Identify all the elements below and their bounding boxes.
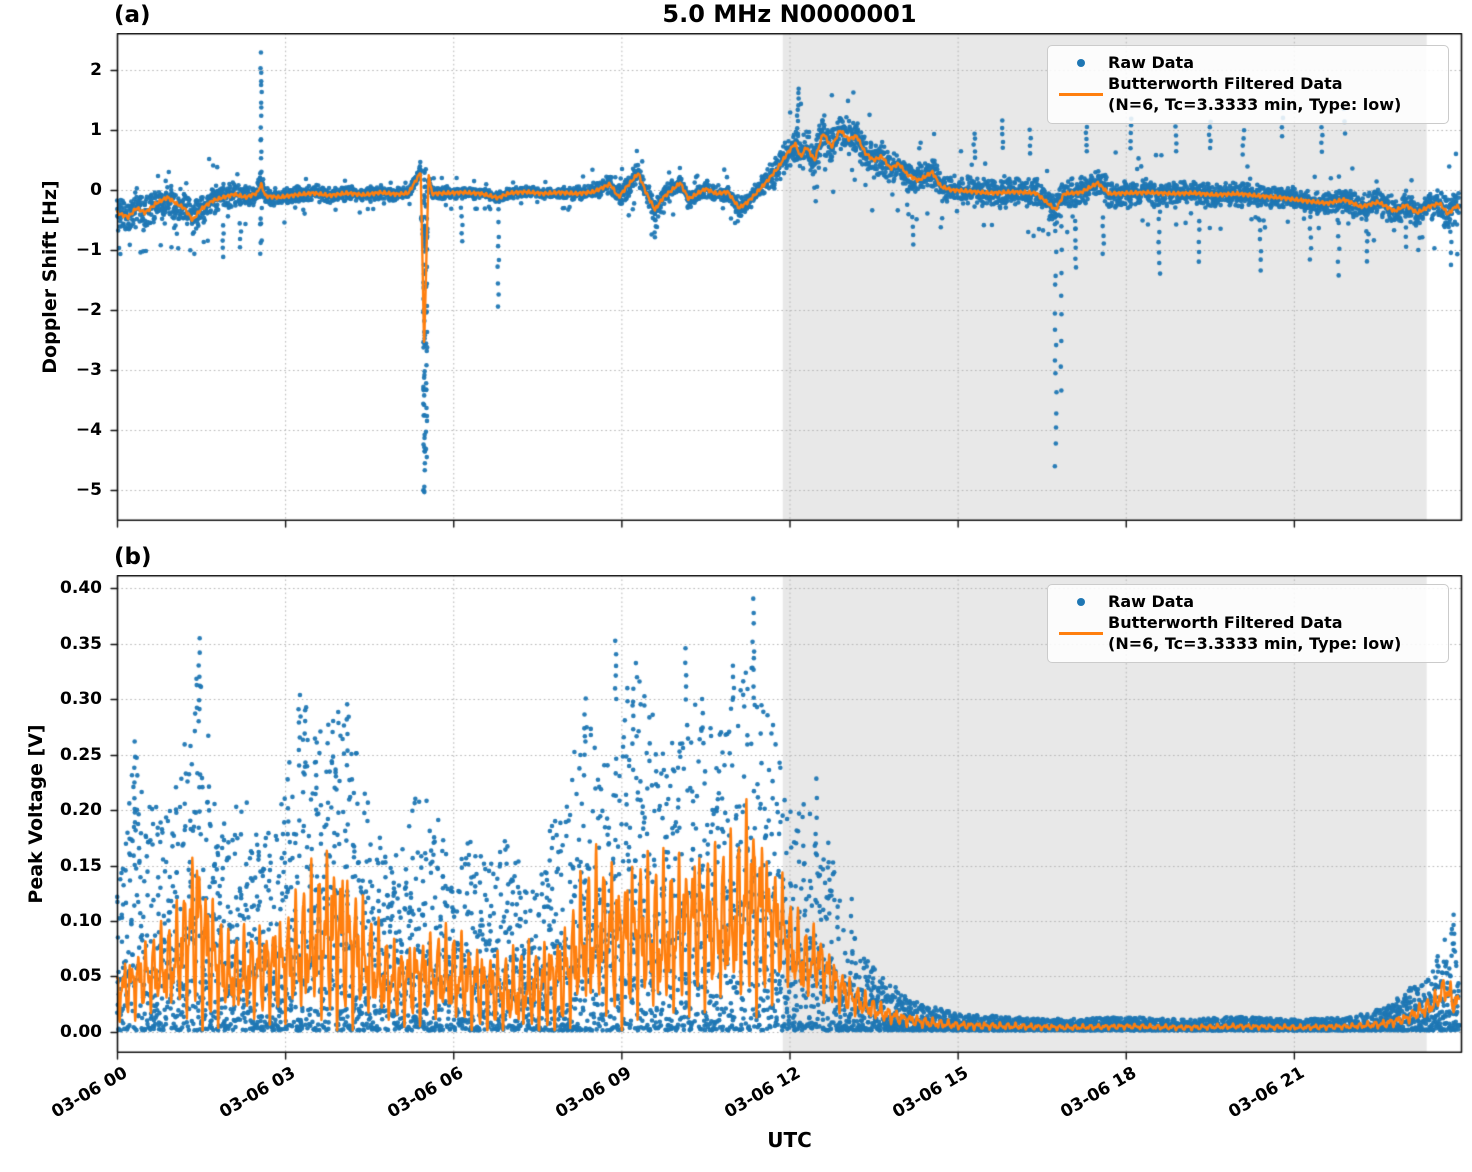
legend-row-filtered: Butterworth Filtered Data (N=6, Tc=3.333… xyxy=(1054,612,1438,654)
y-tick-label: −1 xyxy=(75,240,102,261)
filtered-line-marker-icon xyxy=(1054,92,1108,96)
x-tick-label: 03-06 12 xyxy=(720,1063,804,1123)
x-tick-label: 03-06 18 xyxy=(1057,1063,1140,1123)
y-tick-label: 0.20 xyxy=(60,800,102,821)
legend-a: Raw Data Butterworth Filtered Data (N=6,… xyxy=(1047,45,1449,125)
legend-raw-label: Raw Data xyxy=(1108,53,1194,72)
x-tick-label: 03-06 15 xyxy=(888,1063,972,1123)
y-tick-label: 0.15 xyxy=(60,855,102,876)
y-tick-label: 1 xyxy=(90,120,102,141)
panel-label-b: (b) xyxy=(114,544,152,570)
legend-row-filtered: Butterworth Filtered Data (N=6, Tc=3.333… xyxy=(1054,73,1438,115)
legend-row-raw: Raw Data xyxy=(1054,52,1438,73)
y-tick-label: 2 xyxy=(90,60,102,81)
legend-row-raw: Raw Data xyxy=(1054,591,1438,612)
y-tick-label: 0.10 xyxy=(60,911,102,932)
x-tick-label: 03-06 03 xyxy=(216,1063,300,1123)
y-tick-label: 0 xyxy=(90,180,102,201)
figure-title: 5.0 MHz N0000001 xyxy=(662,0,917,28)
y-tick-label: −3 xyxy=(75,359,102,380)
x-tick-label: 03-06 09 xyxy=(552,1063,636,1123)
legend-raw-label: Raw Data xyxy=(1108,592,1194,611)
y-tick-label: −4 xyxy=(75,419,102,440)
y-tick-label: −5 xyxy=(75,479,102,500)
legend-b: Raw Data Butterworth Filtered Data (N=6,… xyxy=(1047,584,1449,664)
raw-data-marker-icon xyxy=(1054,597,1108,606)
raw-data-marker-icon xyxy=(1054,58,1108,67)
y-tick-label: 0.00 xyxy=(60,1021,102,1042)
y-tick-label: 0.40 xyxy=(60,578,102,599)
y-tick-label: 0.30 xyxy=(60,689,102,710)
x-tick-label: 03-06 06 xyxy=(384,1063,468,1123)
legend-filtered-line1: Butterworth Filtered Data xyxy=(1108,74,1343,94)
x-tick-label: 03-06 00 xyxy=(48,1063,131,1123)
legend-filtered-label: Butterworth Filtered Data (N=6, Tc=3.333… xyxy=(1108,73,1401,115)
x-tick-label: 03-06 21 xyxy=(1225,1063,1308,1123)
y-axis-label-a: Doppler Shift [Hz] xyxy=(39,180,61,374)
y-tick-label: 0.05 xyxy=(60,966,102,987)
legend-filtered-line2: (N=6, Tc=3.3333 min, Type: low) xyxy=(1108,634,1402,654)
legend-filtered-line2: (N=6, Tc=3.3333 min, Type: low) xyxy=(1108,95,1402,115)
y-tick-label: 0.25 xyxy=(60,744,102,765)
panel-label-a: (a) xyxy=(114,2,151,28)
y-tick-label: 0.35 xyxy=(60,633,102,654)
filtered-line-marker-icon xyxy=(1054,631,1108,635)
legend-filtered-line1: Butterworth Filtered Data xyxy=(1108,613,1343,633)
legend-filtered-label: Butterworth Filtered Data (N=6, Tc=3.333… xyxy=(1108,612,1401,654)
x-axis-label: UTC xyxy=(767,1128,812,1152)
y-tick-label: −2 xyxy=(75,299,102,320)
